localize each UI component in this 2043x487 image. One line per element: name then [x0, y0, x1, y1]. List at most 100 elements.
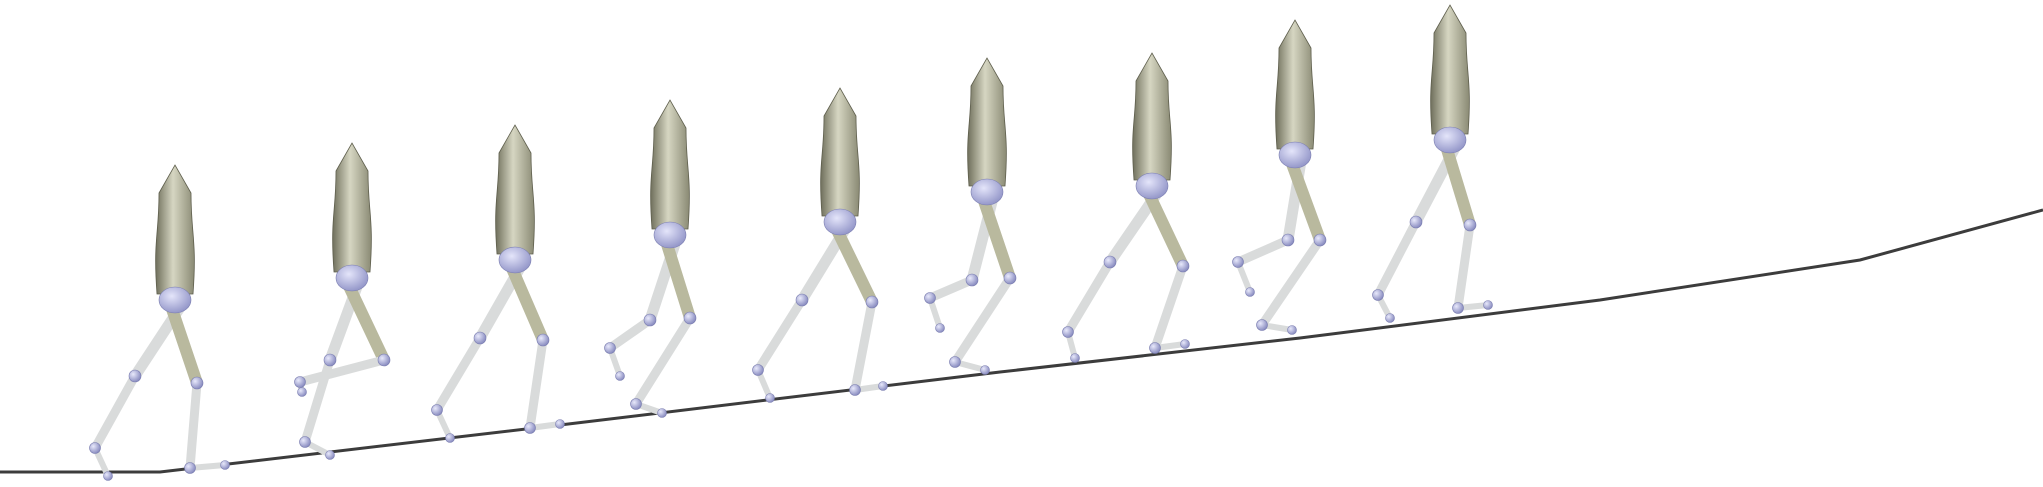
hip-joint — [498, 246, 532, 274]
near-thigh — [830, 222, 878, 308]
near-shin — [1257, 235, 1325, 330]
near-shin — [850, 297, 877, 395]
hip-joint — [1135, 172, 1169, 200]
far-toe-joint — [935, 323, 945, 333]
near-ankle-joint — [630, 398, 642, 410]
far-knee-joint — [643, 313, 657, 327]
near-thigh — [165, 300, 203, 389]
near-thigh — [1285, 155, 1326, 246]
near-toe-joint — [980, 365, 990, 375]
far-shin — [1063, 257, 1115, 337]
far-knee-joint — [1103, 255, 1117, 269]
far-toe-joint — [1245, 287, 1255, 297]
torso — [650, 99, 690, 230]
far-ankle-joint — [299, 436, 311, 448]
far-shin — [432, 333, 485, 415]
far-knee-joint — [1409, 215, 1423, 229]
walker-frame-2 — [294, 142, 391, 460]
hip-joint — [970, 178, 1004, 206]
hip-joint — [823, 208, 857, 236]
near-shin — [185, 378, 202, 473]
torso — [1132, 52, 1172, 181]
far-ankle-joint — [604, 342, 616, 354]
near-knee-joint — [683, 311, 697, 325]
far-toe-joint — [1385, 313, 1395, 323]
near-knee-joint — [536, 333, 550, 347]
walker-frame-1 — [89, 164, 230, 481]
far-toe-joint — [103, 471, 113, 481]
walker-frame-9 — [1372, 4, 1493, 323]
near-shin — [525, 335, 548, 433]
near-knee-joint — [377, 353, 391, 367]
torso — [1275, 19, 1315, 150]
torso — [155, 164, 195, 295]
far-knee-joint — [795, 293, 809, 307]
near-shin — [631, 313, 695, 409]
hip-joint — [1278, 141, 1312, 169]
near-ankle-joint — [849, 384, 861, 396]
near-knee-joint — [1313, 233, 1327, 247]
far-ankle-joint — [752, 364, 764, 376]
far-knee-joint — [128, 369, 142, 383]
near-thigh — [1142, 186, 1189, 272]
torso — [332, 142, 372, 273]
near-thigh — [1440, 140, 1476, 231]
near-shin — [1453, 220, 1475, 313]
near-toe-joint — [1287, 325, 1297, 335]
near-ankle-joint — [294, 376, 306, 388]
far-ankle-joint — [1372, 289, 1384, 301]
torso — [967, 57, 1007, 187]
near-ankle-joint — [949, 356, 961, 368]
near-toe-joint — [1483, 300, 1493, 310]
walker-frame-6 — [924, 57, 1017, 375]
far-toe-joint — [325, 450, 335, 460]
near-ankle-joint — [184, 462, 196, 474]
far-knee-joint — [965, 273, 979, 287]
near-thigh — [342, 278, 390, 366]
near-ankle-joint — [1452, 302, 1464, 314]
hip-joint — [653, 221, 687, 249]
far-knee-joint — [1281, 233, 1295, 247]
far-toe-joint — [765, 393, 775, 403]
hip-joint — [158, 286, 192, 314]
near-toe-joint — [555, 419, 565, 429]
near-knee-joint — [190, 376, 204, 390]
torso — [495, 124, 535, 255]
far-ankle-joint — [1062, 326, 1074, 338]
near-toe-joint — [657, 408, 667, 418]
near-thigh — [977, 192, 1016, 284]
near-knee-joint — [1003, 271, 1017, 285]
near-knee-joint — [1463, 218, 1477, 232]
near-thigh — [505, 260, 549, 346]
far-ankle-joint — [924, 292, 936, 304]
walker-frames — [89, 4, 1493, 481]
far-shin — [605, 315, 655, 353]
walker-frame-8 — [1232, 19, 1327, 335]
near-toe-joint — [297, 387, 307, 397]
hip-joint — [1433, 126, 1467, 154]
near-ankle-joint — [524, 422, 536, 434]
torso — [820, 87, 860, 217]
near-knee-joint — [865, 295, 879, 309]
near-knee-joint — [1176, 259, 1190, 273]
near-thigh — [660, 235, 696, 324]
near-shin — [295, 355, 389, 387]
near-toe-joint — [878, 381, 888, 391]
far-knee-joint — [473, 331, 487, 345]
near-foot — [187, 462, 228, 471]
far-toe-joint — [445, 433, 455, 443]
far-shin — [753, 295, 807, 375]
walker-frame-4 — [604, 99, 697, 418]
torso — [1430, 4, 1470, 135]
near-ankle-joint — [1256, 319, 1268, 331]
far-shin — [1373, 217, 1421, 300]
far-ankle-joint — [431, 404, 443, 416]
near-ankle-joint — [1149, 342, 1161, 354]
far-toe-joint — [1070, 353, 1080, 363]
far-shin — [1233, 235, 1293, 267]
far-ankle-joint — [1232, 256, 1244, 268]
hip-joint — [335, 264, 369, 292]
far-toe-joint — [615, 371, 625, 381]
